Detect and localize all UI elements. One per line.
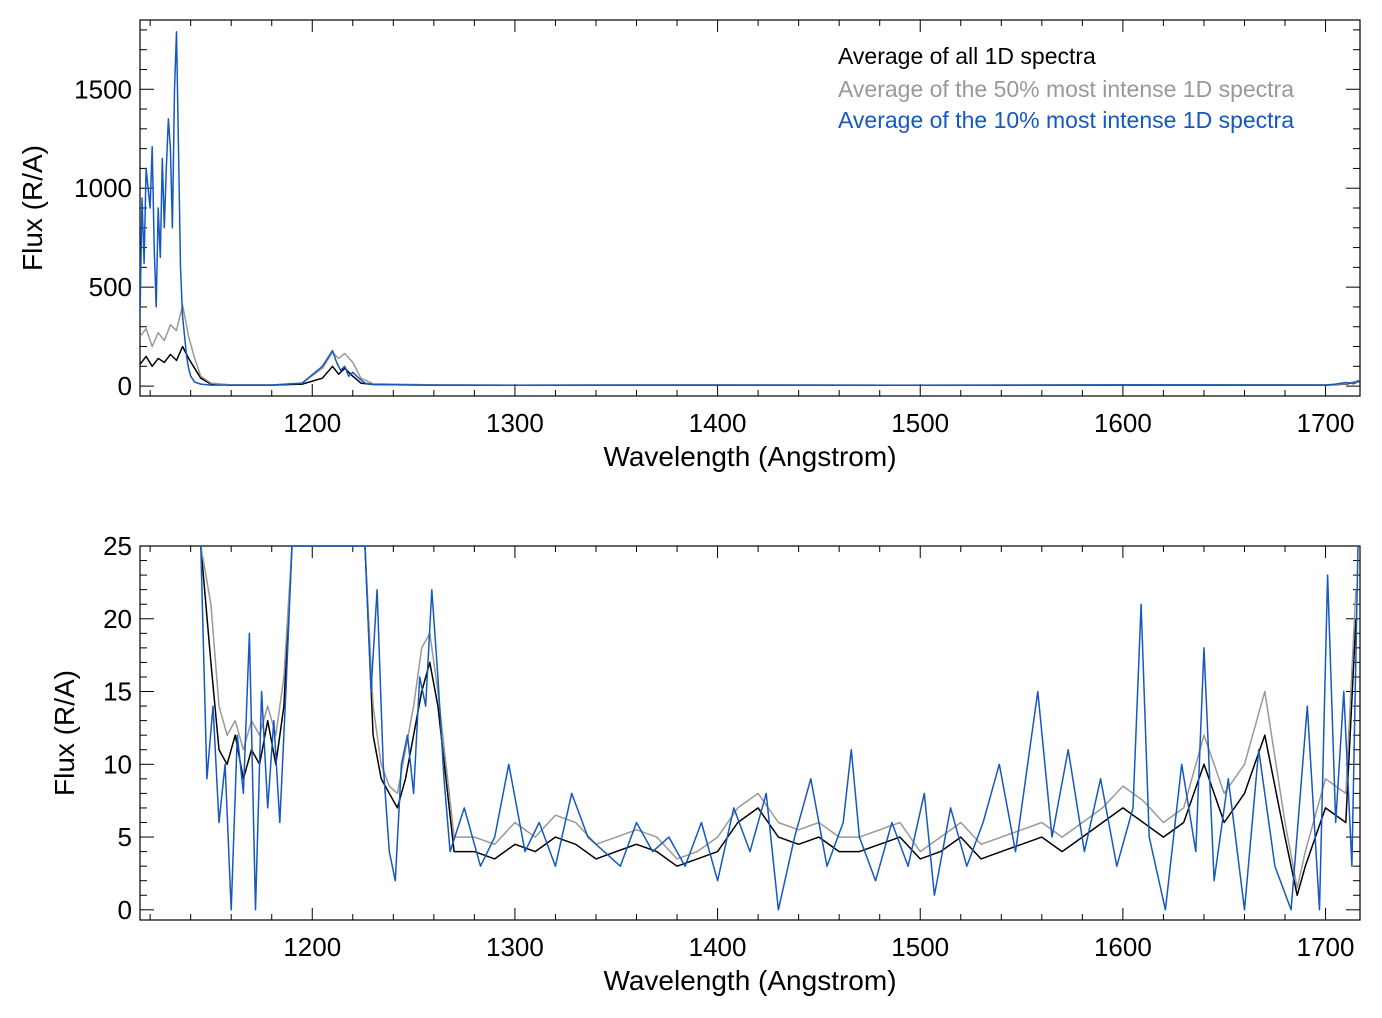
top-panel: 1200 1300 1400 1500 1600 1700 0 500 1000 1500 Wav… — [17, 19, 1361, 472]
bottom-series-group — [200, 546, 1359, 911]
y-tick-label: 1000 — [74, 173, 132, 203]
y-tick-label: 0 — [118, 371, 132, 401]
bottom-y-axis-title: Flux (R/A) — [49, 670, 80, 796]
bottom-series-line-top50 — [200, 546, 1357, 889]
y-tick-label: 25 — [103, 531, 132, 561]
bottom-plot-frame — [139, 545, 1361, 921]
x-tick-label: 1400 — [689, 932, 747, 962]
legend-entry-top10: Average of the 10% most intense 1D spect… — [838, 107, 1294, 133]
x-tick-label: 1200 — [283, 932, 341, 962]
x-tick-label: 1400 — [689, 408, 747, 438]
top-series-group — [140, 31, 1360, 387]
y-tick-label: 20 — [103, 604, 132, 634]
y-tick-label: 5 — [118, 822, 132, 852]
y-tick-label: 500 — [89, 272, 132, 302]
bottom-x-axis-title: Wavelength (Angstrom) — [603, 965, 896, 996]
y-tick-label: 1500 — [74, 74, 132, 104]
x-tick-label: 1700 — [1297, 932, 1355, 962]
y-tick-label: 15 — [103, 677, 132, 707]
bottom-panel: 1200 1300 1400 1500 1600 1700 0 5 10 15 20 25 Wavel… — [49, 531, 1361, 996]
top-axis-ticks: 1200 1300 1400 1500 1600 1700 0 500 1000 1500 — [74, 20, 1360, 438]
y-tick-label: 0 — [118, 895, 132, 925]
legend: Average of all 1D spectra Average of the… — [838, 43, 1294, 133]
top-y-axis-title: Flux (R/A) — [17, 145, 48, 271]
x-tick-label: 1300 — [486, 408, 544, 438]
x-tick-label: 1600 — [1094, 408, 1152, 438]
top-series-line-top10 — [140, 31, 1360, 387]
bottom-axis-ticks: 1200 1300 1400 1500 1600 1700 0 5 10 15 20 25 — [103, 531, 1360, 962]
legend-entry-top50: Average of the 50% most intense 1D spect… — [838, 76, 1294, 102]
bottom-series-line-top10 — [200, 546, 1359, 911]
x-tick-label: 1300 — [486, 932, 544, 962]
y-tick-label: 10 — [103, 749, 132, 779]
x-tick-label: 1200 — [283, 408, 341, 438]
x-tick-label: 1500 — [891, 932, 949, 962]
legend-entry-all: Average of all 1D spectra — [838, 43, 1096, 69]
x-tick-label: 1600 — [1094, 932, 1152, 962]
x-tick-label: 1700 — [1297, 408, 1355, 438]
top-x-axis-title: Wavelength (Angstrom) — [603, 441, 896, 472]
x-tick-label: 1500 — [891, 408, 949, 438]
